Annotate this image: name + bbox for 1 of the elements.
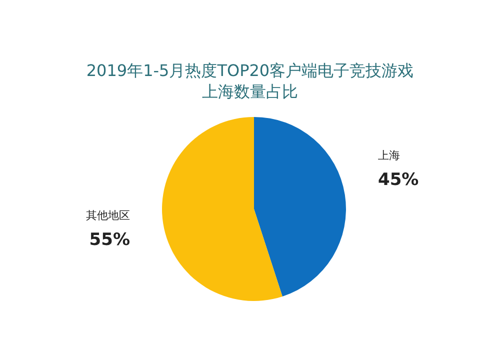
title: 2019年1-5月热度TOP20客户端电子竞技游戏上海数量占比 bbox=[86, 61, 414, 101]
